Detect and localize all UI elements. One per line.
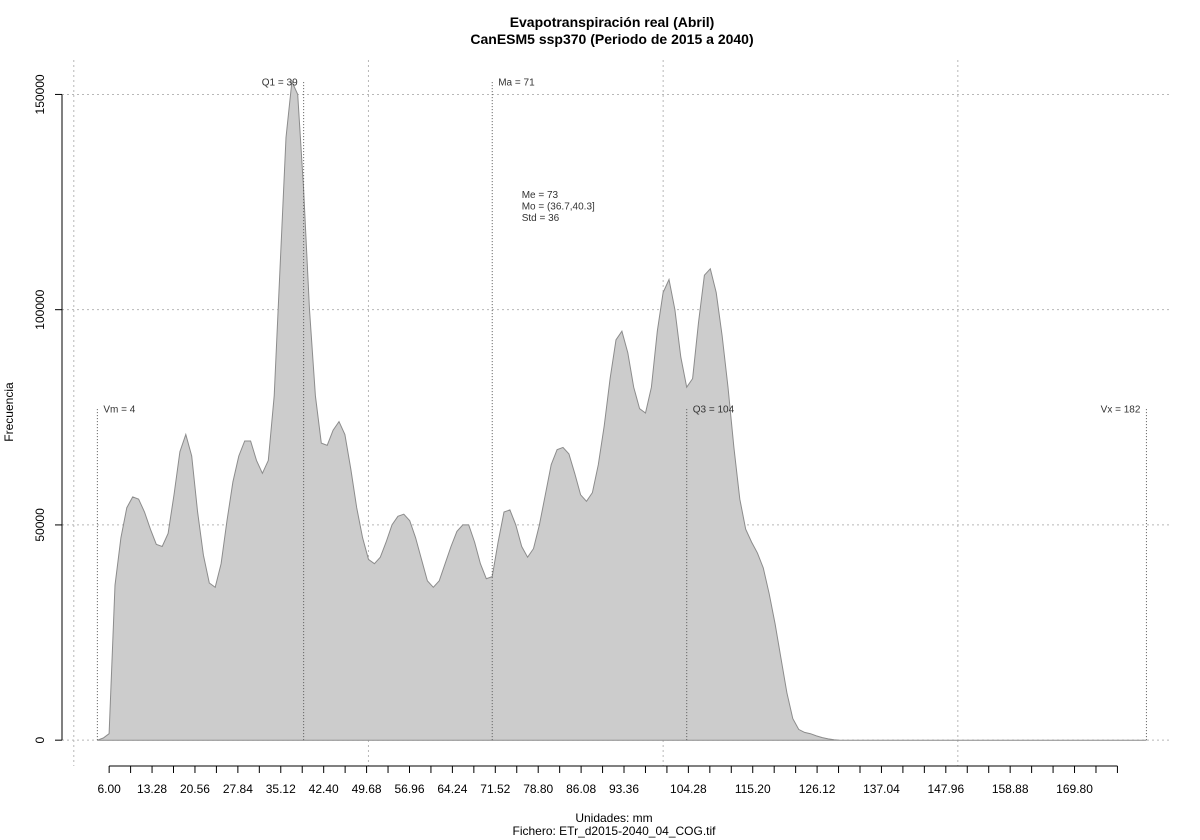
x-tick-label-12: 93.36 bbox=[609, 782, 639, 796]
x-tick-label-15: 126.12 bbox=[799, 782, 836, 796]
x-axis-label: Unidades: mm bbox=[575, 811, 652, 825]
y-axis: 0 50000 100000 150000 bbox=[33, 74, 63, 744]
x-tick-label-0: 6.00 bbox=[97, 782, 121, 796]
x-tick-label-5: 42.40 bbox=[309, 782, 339, 796]
density-area bbox=[97, 79, 1147, 741]
annotation-label-q3: Q3 = 104 bbox=[693, 405, 735, 416]
chart-subtitle: CanESM5 ssp370 (Periodo de 2015 a 2040) bbox=[470, 31, 753, 47]
annotation-label-vx: Vx = 182 bbox=[1101, 405, 1141, 416]
x-tick-label-19: 169.80 bbox=[1056, 782, 1093, 796]
stats-line-2: Std = 36 bbox=[522, 213, 560, 224]
y-tick-label-3: 150000 bbox=[33, 74, 47, 114]
x-tick-label-17: 147.96 bbox=[927, 782, 964, 796]
x-tick-label-16: 137.04 bbox=[863, 782, 900, 796]
x-tick-label-9: 71.52 bbox=[480, 782, 510, 796]
annotation-label-vm: Vm = 4 bbox=[103, 405, 135, 416]
annotations: Vm = 4 Q1 = 39 Ma = 71 Q3 = 104 Vx = 182 Me =… bbox=[96, 78, 1147, 741]
x-tick-label-11: 86.08 bbox=[566, 782, 596, 796]
density-series bbox=[97, 79, 1147, 741]
file-footer: Fichero: ETr_d2015-2040_04_COG.tif bbox=[513, 824, 717, 838]
chart-title: Evapotranspiración real (Abril) bbox=[510, 14, 715, 30]
stats-line-1: Mo = (36.7,40.3] bbox=[522, 201, 595, 212]
y-tick-label-0: 0 bbox=[33, 737, 47, 744]
x-tick-label-3: 27.84 bbox=[223, 782, 253, 796]
x-axis: 6.00 13.28 20.56 27.84 35.12 42.40 49.68 56.96 6… bbox=[97, 765, 1118, 796]
x-tick-label-4: 35.12 bbox=[266, 782, 296, 796]
x-tick-label-10: 78.80 bbox=[523, 782, 553, 796]
x-tick-label-7: 56.96 bbox=[394, 782, 424, 796]
x-tick-label-8: 64.24 bbox=[437, 782, 467, 796]
x-tick-label-2: 20.56 bbox=[180, 782, 210, 796]
x-tick-label-13: 104.28 bbox=[670, 782, 707, 796]
x-tick-label-14: 115.20 bbox=[735, 782, 771, 796]
annotation-label-ma: Ma = 71 bbox=[498, 78, 535, 89]
stats-line-0: Me = 73 bbox=[522, 190, 559, 201]
y-axis-label: Frecuencia bbox=[2, 382, 16, 442]
y-tick-label-1: 50000 bbox=[33, 508, 47, 542]
y-tick-label-2: 100000 bbox=[33, 289, 47, 329]
x-tick-label-1: 13.28 bbox=[137, 782, 167, 796]
x-tick-label-18: 158.88 bbox=[992, 782, 1029, 796]
x-tick-label-6: 49.68 bbox=[352, 782, 382, 796]
annotation-label-q1: Q1 = 39 bbox=[262, 78, 298, 89]
